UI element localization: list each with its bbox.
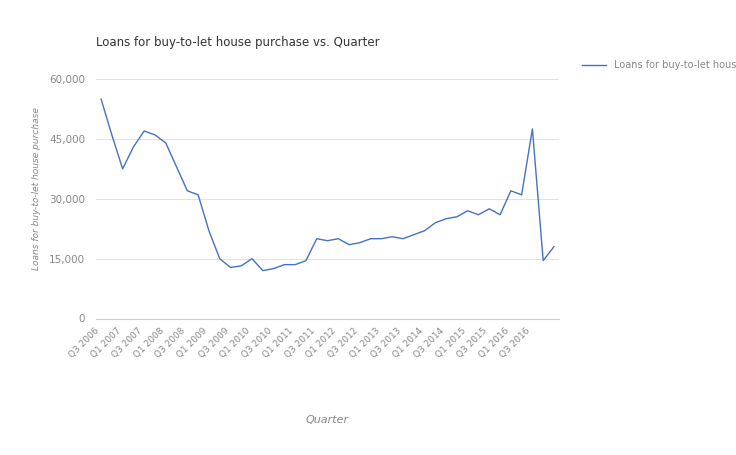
Loans for buy-to-let house purchase: [280, 262, 289, 268]
Loans for buy-to-let house purchase: [302, 258, 311, 263]
Loans for buy-to-let house purchase: [463, 208, 472, 213]
Loans for buy-to-let house purchase: [237, 263, 246, 268]
Loans for buy-to-let house purchase: [140, 128, 149, 134]
Loans for buy-to-let house purchase: [183, 188, 192, 193]
Loans for buy-to-let house purchase: [388, 234, 397, 239]
Loans for buy-to-let house purchase: [226, 265, 235, 270]
Loans for buy-to-let house purchase: [495, 212, 504, 217]
Loans for buy-to-let house purchase: [367, 236, 375, 242]
Loans for buy-to-let house purchase: [344, 242, 353, 248]
Legend: Loans for buy-to-let house purchase: Loans for buy-to-let house purchase: [578, 56, 736, 74]
Loans for buy-to-let house purchase: [409, 232, 418, 238]
Loans for buy-to-let house purchase: [506, 188, 515, 193]
Loans for buy-to-let house purchase: [269, 266, 278, 271]
Loans for buy-to-let house purchase: [194, 192, 202, 197]
X-axis label: Quarter: Quarter: [306, 415, 349, 425]
Line: Loans for buy-to-let house purchase: Loans for buy-to-let house purchase: [101, 99, 554, 271]
Loans for buy-to-let house purchase: [528, 126, 537, 131]
Loans for buy-to-let house purchase: [442, 216, 450, 222]
Loans for buy-to-let house purchase: [474, 212, 483, 217]
Loans for buy-to-let house purchase: [107, 132, 116, 138]
Loans for buy-to-let house purchase: [161, 140, 170, 146]
Loans for buy-to-let house purchase: [312, 236, 321, 242]
Loans for buy-to-let house purchase: [172, 164, 181, 170]
Loans for buy-to-let house purchase: [453, 214, 461, 219]
Loans for buy-to-let house purchase: [118, 166, 127, 172]
Loans for buy-to-let house purchase: [129, 144, 138, 150]
Loans for buy-to-let house purchase: [151, 132, 160, 138]
Text: Loans for buy-to-let house purchase vs. Quarter: Loans for buy-to-let house purchase vs. …: [96, 36, 379, 50]
Loans for buy-to-let house purchase: [334, 236, 343, 242]
Loans for buy-to-let house purchase: [485, 206, 494, 212]
Loans for buy-to-let house purchase: [399, 236, 408, 242]
Loans for buy-to-let house purchase: [291, 262, 300, 268]
Loans for buy-to-let house purchase: [96, 96, 105, 102]
Loans for buy-to-let house purchase: [420, 228, 429, 233]
Loans for buy-to-let house purchase: [431, 220, 440, 226]
Loans for buy-to-let house purchase: [377, 236, 386, 242]
Loans for buy-to-let house purchase: [215, 256, 224, 261]
Loans for buy-to-let house purchase: [355, 240, 364, 245]
Loans for buy-to-let house purchase: [550, 244, 559, 249]
Loans for buy-to-let house purchase: [539, 258, 548, 263]
Loans for buy-to-let house purchase: [323, 238, 332, 243]
Loans for buy-to-let house purchase: [205, 228, 213, 233]
Loans for buy-to-let house purchase: [258, 268, 267, 273]
Y-axis label: Loans for buy-to-let house purchase: Loans for buy-to-let house purchase: [32, 107, 40, 270]
Loans for buy-to-let house purchase: [247, 256, 256, 261]
Loans for buy-to-let house purchase: [517, 192, 526, 197]
